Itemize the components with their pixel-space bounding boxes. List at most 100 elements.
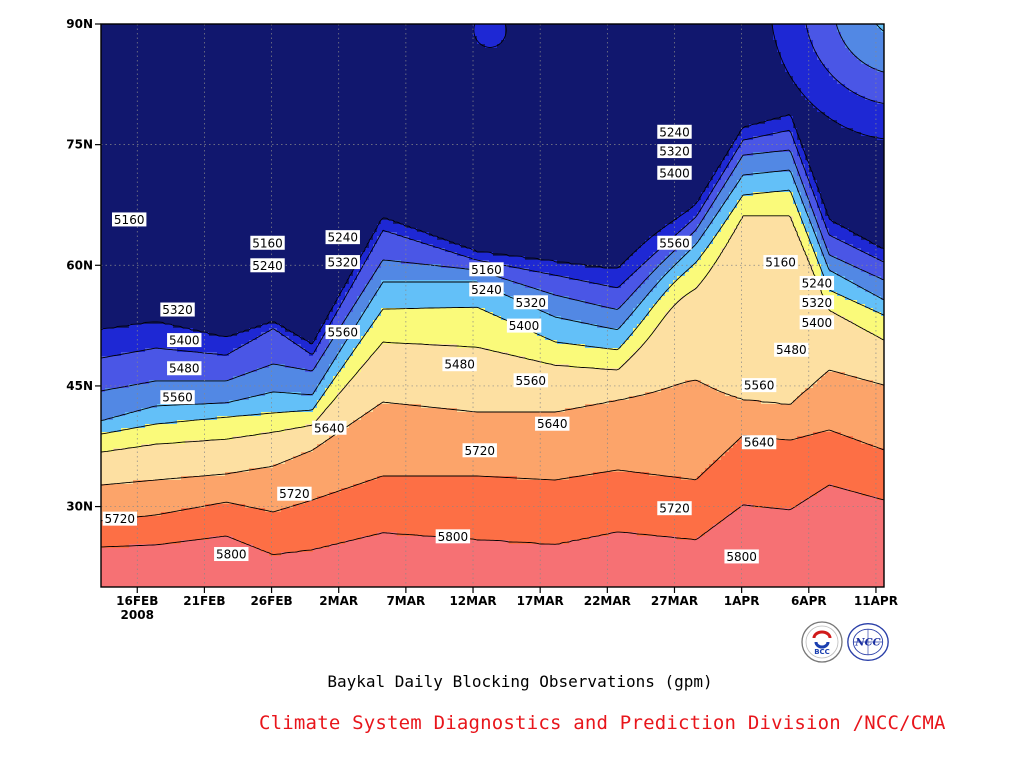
contour-band-cell [189, 468, 194, 473]
contour-band-cell [109, 348, 114, 353]
contour-band-cell [117, 296, 122, 301]
contour-band-cell [189, 156, 194, 161]
contour-band-cell [241, 44, 246, 49]
contour-band-cell [209, 52, 214, 57]
contour-band-cell [221, 276, 226, 281]
contour-band-cell [189, 280, 194, 285]
contour-band-cell [149, 284, 154, 289]
contour-band-cell [173, 572, 178, 577]
contour-band-cell [113, 64, 118, 69]
contour-band-cell [169, 296, 174, 301]
contour-band-cell [105, 280, 110, 285]
contour-band-cell [169, 44, 174, 49]
contour-band-cell [185, 384, 190, 389]
contour-band-cell [177, 52, 182, 57]
contour-band-cell [197, 280, 202, 285]
contour-band-cell [221, 384, 226, 389]
contour-band-cell [205, 224, 210, 229]
contour-band-cell [225, 96, 230, 101]
contour-band-cell [125, 468, 130, 473]
contour-band-cell [105, 476, 110, 481]
contour-band-cell [109, 564, 114, 569]
contour-band-cell [233, 492, 238, 497]
contour-band-cell [189, 32, 194, 37]
contour-band-cell [209, 192, 214, 197]
contour-band-cell [209, 388, 214, 393]
contour-band-cell [209, 136, 214, 141]
contour-band-cell [165, 468, 170, 473]
contour-band-cell [121, 240, 126, 245]
contour-band-cell [213, 372, 218, 377]
contour-band-cell [229, 240, 234, 245]
contour-band-cell [229, 56, 234, 61]
contour-band-cell [149, 268, 154, 273]
contour-band-cell [133, 580, 138, 585]
contour-band-cell [193, 576, 198, 581]
contour-band-cell [205, 392, 210, 397]
contour-band-cell [209, 260, 214, 265]
contour-band-cell [213, 128, 218, 133]
contour-band-cell [213, 480, 218, 485]
contour-band-cell [213, 80, 218, 85]
contour-band-cell [173, 356, 178, 361]
contour-band-cell [169, 248, 174, 253]
contour-band-cell [209, 68, 214, 73]
contour-band-cell [185, 268, 190, 273]
contour-band-cell [217, 408, 222, 413]
contour-band-cell [105, 220, 110, 225]
contour-band-cell [137, 580, 142, 585]
contour-band-cell [181, 484, 186, 489]
contour-band-cell [197, 288, 202, 293]
contour-band-cell [141, 368, 146, 373]
contour-band-cell [241, 248, 246, 253]
contour-band-cell [209, 160, 214, 165]
contour-band-cell [117, 164, 122, 169]
contour-band-cell [169, 472, 174, 477]
contour-band-cell [161, 124, 166, 129]
contour-band-cell [153, 264, 158, 269]
contour-band-cell [213, 56, 218, 61]
contour-band-cell [201, 316, 206, 321]
contour-band-cell [197, 176, 202, 181]
contour-band-cell [161, 372, 166, 377]
contour-band-cell [225, 312, 230, 317]
contour-band-cell [125, 356, 130, 361]
contour-band-cell [233, 232, 238, 237]
contour-band-cell [201, 228, 206, 233]
contour-band-cell [157, 124, 162, 129]
contour-band-cell [185, 284, 190, 289]
contour-band-cell [221, 132, 226, 137]
contour-band-cell [117, 408, 122, 413]
contour-band-cell [137, 556, 142, 561]
contour-band-cell [157, 64, 162, 69]
contour-band-cell [217, 200, 222, 205]
contour-band-cell [161, 164, 166, 169]
contour-band-cell [193, 84, 198, 89]
contour-band-cell [169, 228, 174, 233]
contour-band-cell [213, 96, 218, 101]
contour-band-cell [113, 112, 118, 117]
contour-band-cell [165, 188, 170, 193]
contour-band-cell [117, 364, 122, 369]
contour-band-cell [121, 328, 126, 333]
contour-band-cell [221, 484, 226, 489]
contour-band-cell [221, 136, 226, 141]
contour-band-cell [233, 108, 238, 113]
contour-band-cell [149, 524, 154, 529]
contour-band-cell [109, 296, 114, 301]
contour-band-cell [209, 264, 214, 269]
contour-band-cell [229, 328, 234, 333]
contour-band-cell [133, 44, 138, 49]
contour-band-cell [153, 548, 158, 553]
contour-band-cell [237, 320, 242, 325]
contour-band-cell [129, 432, 134, 437]
contour-band-cell [125, 292, 130, 297]
contour-band-cell [185, 452, 190, 457]
contour-band-cell [113, 304, 118, 309]
contour-band-cell [105, 488, 110, 493]
contour-band-cell [229, 564, 234, 569]
contour-band-cell [233, 120, 238, 125]
contour-band-cell [113, 40, 118, 45]
contour-band-cell [113, 140, 118, 145]
contour-band-cell [193, 512, 198, 517]
